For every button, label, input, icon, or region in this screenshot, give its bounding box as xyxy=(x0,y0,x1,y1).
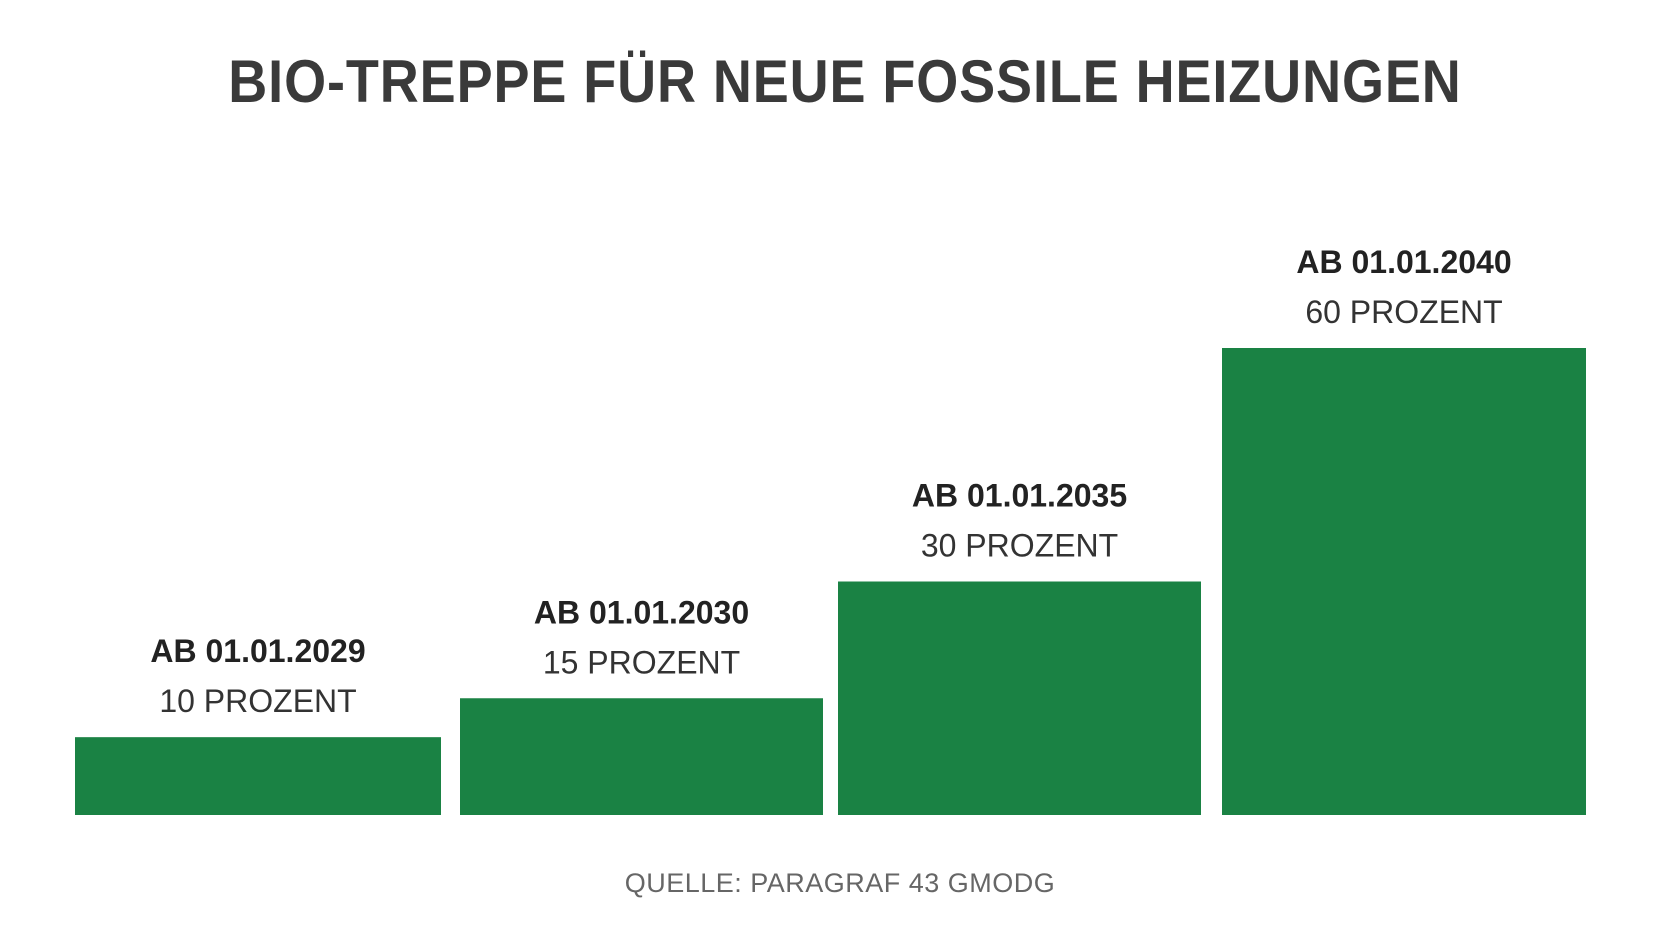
bar-3-category-label: AB 01.01.2035 xyxy=(912,478,1127,514)
bar-3-value-label: 30 PROZENT xyxy=(921,528,1118,564)
bar-1-value-label: 10 PROZENT xyxy=(159,683,356,719)
source-note: QUELLE: PARAGRAF 43 GMODG xyxy=(624,868,1056,898)
bar-2-category-label: AB 01.01.2030 xyxy=(534,594,749,630)
bar-4-value-label: 60 PROZENT xyxy=(1305,294,1502,330)
bar-1-category-label: AB 01.01.2029 xyxy=(150,633,365,669)
bar-2 xyxy=(460,698,823,815)
bar-4 xyxy=(1222,348,1586,815)
bar-3 xyxy=(838,581,1201,815)
bar-1 xyxy=(75,737,441,815)
bar-2-value-label: 15 PROZENT xyxy=(543,644,740,680)
bar-4-category-label: AB 01.01.2040 xyxy=(1296,244,1511,280)
chart-title: BIO-TREPPE FÜR NEUE FOSSILE HEIZUNGEN xyxy=(228,48,1462,115)
